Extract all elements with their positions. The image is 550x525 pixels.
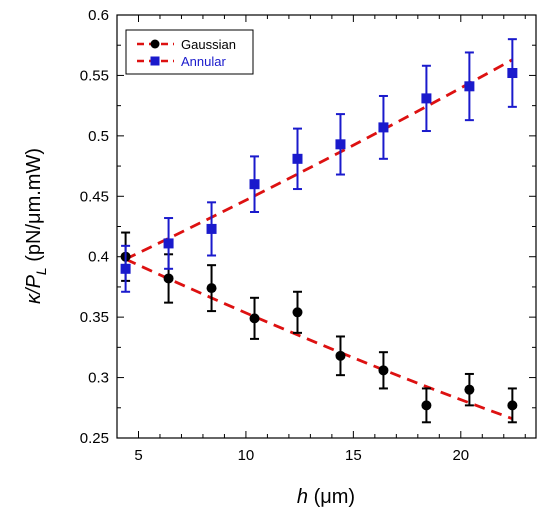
y-tick-label: 0.55 (80, 67, 109, 84)
data-point-annular (249, 179, 260, 190)
data-point-gaussian (507, 400, 518, 411)
fit-line-annular (124, 58, 514, 261)
y-tick-label: 0.5 (88, 128, 109, 145)
y-axis-unit: (pN/μm.mW) (23, 148, 45, 267)
x-tick-label: 10 (238, 447, 255, 464)
data-point-gaussian (464, 384, 475, 395)
y-axis-variable: κ/P (23, 274, 45, 304)
data-point-annular (292, 153, 303, 164)
legend-label-annular: Annular (181, 54, 226, 69)
x-axis-variable: h (297, 486, 308, 508)
x-tick-label: 15 (345, 447, 362, 464)
x-tick-label: 20 (452, 447, 469, 464)
y-tick-label: 0.4 (88, 249, 109, 266)
data-points (120, 38, 518, 424)
y-tick-label: 0.3 (88, 370, 109, 387)
x-axis-title: h (μm) (297, 486, 355, 508)
x-axis-unit: (μm) (308, 486, 355, 508)
data-point-annular (335, 139, 346, 150)
data-point-annular (421, 93, 432, 104)
data-point-gaussian (163, 273, 174, 284)
data-point-gaussian (378, 365, 389, 376)
y-axis-subscript: L (33, 267, 49, 275)
data-point-annular (378, 122, 389, 133)
data-point-annular (163, 238, 174, 249)
data-point-gaussian (421, 400, 432, 411)
y-tick-label: 0.35 (80, 309, 109, 326)
data-point-annular (206, 223, 217, 234)
data-point-annular (464, 81, 475, 92)
legend-marker-gaussian (150, 39, 160, 49)
fit-line-gaussian (125, 257, 513, 420)
data-point-gaussian (249, 313, 260, 324)
y-axis-title: κ/PL (pN/μm.mW) (23, 148, 49, 304)
axis-ticks: 5 10 15 20 0.25 0.3 0.35 0.4 0.45 0.5 0.55 0.6 (80, 7, 536, 464)
y-tick-label: 0.6 (88, 7, 109, 24)
data-point-annular (507, 68, 518, 79)
data-point-gaussian (335, 350, 346, 361)
fit-lines (124, 58, 514, 420)
legend-box (125, 29, 254, 75)
data-point-gaussian (292, 307, 303, 318)
x-tick-label: 5 (134, 447, 142, 464)
data-point-annular (120, 263, 131, 274)
data-point-gaussian (206, 283, 217, 294)
legend-marker-annular (150, 56, 160, 66)
y-tick-label: 0.45 (80, 188, 109, 205)
legend: Gaussian Annular (125, 29, 254, 75)
y-tick-label: 0.25 (80, 430, 109, 447)
legend-label-gaussian: Gaussian (181, 37, 236, 52)
